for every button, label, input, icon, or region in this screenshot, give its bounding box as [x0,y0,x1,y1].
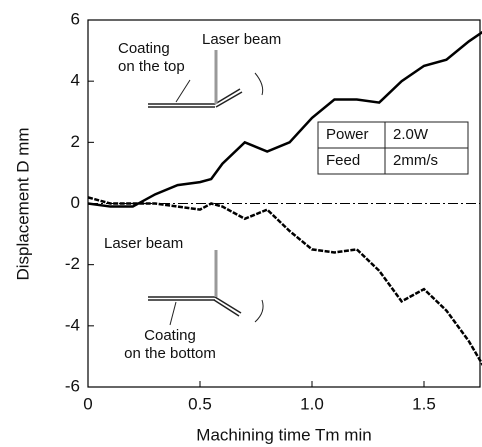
table-cell: Feed [326,152,360,169]
y-tick-label: 0 [71,193,80,212]
y-axis-label: Displacement D mm [13,127,32,280]
annotation: Laser beam [202,31,281,48]
annotation: on the bottom [124,345,216,362]
x-tick-label: 1.0 [300,394,324,413]
y-tick-label: -2 [65,254,80,273]
x-tick-label: 0.5 [188,394,212,413]
annotation: on the top [118,58,185,75]
param-table [317,121,469,175]
bottom-sketch [148,250,264,326]
series-line [87,196,482,367]
y-tick-label: 2 [71,132,80,151]
x-tick-label: 1.5 [412,394,436,413]
y-tick-label: 6 [71,9,80,28]
y-tick-label: 4 [71,71,80,90]
annotation: Laser beam [104,235,183,252]
y-tick-label: -6 [65,376,80,395]
y-tick-label: -4 [65,315,80,334]
x-tick-label: 0 [83,394,92,413]
series-line [87,30,482,208]
table-cell: 2mm/s [393,152,438,169]
x-axis-label: Machining time Tm min [196,425,371,444]
top-sketch [148,50,264,108]
annotation: Coating [118,40,170,57]
annotation: Coating [144,327,196,344]
table-cell: 2.0W [393,126,429,143]
table-cell: Power [326,126,369,143]
